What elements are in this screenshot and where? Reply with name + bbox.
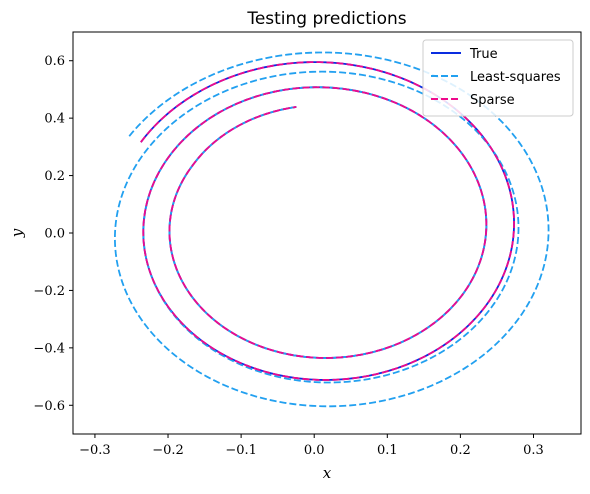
series-line-sparse bbox=[140, 61, 515, 381]
series-layer bbox=[114, 51, 550, 408]
y-tick-label: −0.6 bbox=[33, 399, 65, 414]
x-tick-label: 0.2 bbox=[450, 443, 471, 458]
x-axis-label: x bbox=[323, 464, 332, 482]
legend: True Least-squares Sparse bbox=[422, 39, 574, 117]
y-axis-label: y bbox=[8, 228, 26, 238]
y-tick-label: −0.4 bbox=[33, 341, 65, 356]
x-tick-label: −0.3 bbox=[79, 443, 111, 458]
chart-title: Testing predictions bbox=[246, 9, 406, 29]
y-tick-label: −0.2 bbox=[33, 284, 65, 299]
legend-label-true: True bbox=[469, 47, 498, 62]
y-tick-label: 0.0 bbox=[44, 227, 65, 242]
x-tick-label: −0.1 bbox=[225, 443, 257, 458]
ticks-layer: −0.3 −0.2 −0.1 0.0 0.1 0.2 0.3 −0.6 −0.4 −0.2 0.0 0… bbox=[33, 54, 543, 458]
x-tick-label: 0.1 bbox=[377, 443, 398, 458]
y-tick-label: 0.6 bbox=[44, 54, 65, 69]
y-tick-label: 0.2 bbox=[44, 169, 65, 184]
legend-label-sparse: Sparse bbox=[470, 93, 515, 108]
legend-label-least-squares: Least-squares bbox=[470, 70, 561, 85]
y-tick-label: 0.4 bbox=[44, 112, 65, 127]
x-tick-label: 0.0 bbox=[304, 443, 325, 458]
x-tick-label: 0.3 bbox=[523, 443, 544, 458]
x-tick-label: −0.2 bbox=[152, 443, 184, 458]
legend-box bbox=[422, 39, 574, 117]
